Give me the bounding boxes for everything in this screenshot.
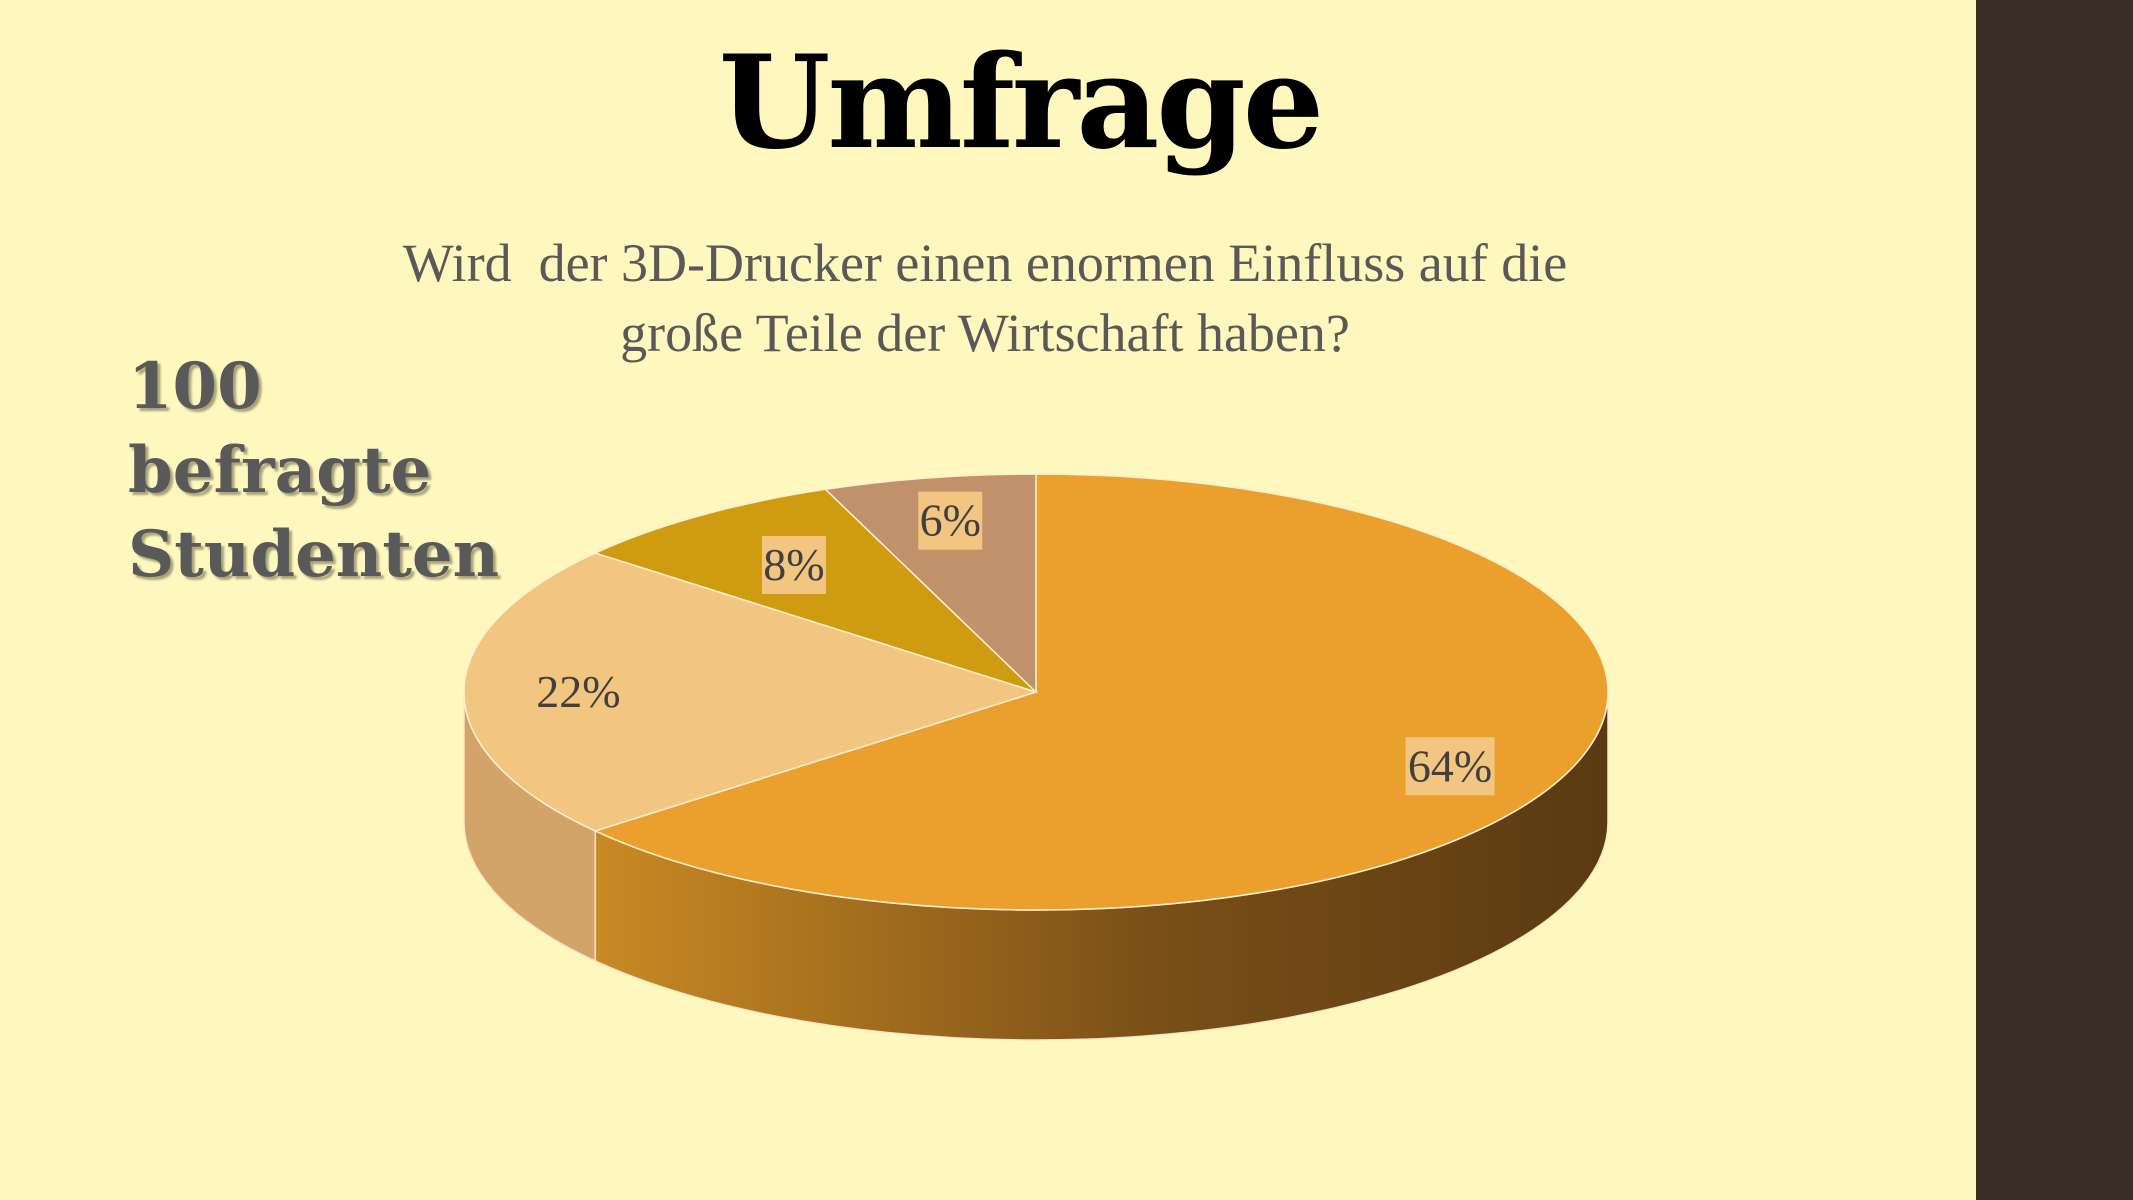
- pie-label-22pct: 22%: [536, 666, 620, 717]
- chart-question: Wird der 3D-Drucker einen enormen Einflu…: [250, 228, 1720, 368]
- respondents-line-3: Studenten: [128, 517, 500, 592]
- respondents-count: 100: [128, 349, 262, 424]
- pie-slice-64pct: [593, 473, 1609, 911]
- pie-slice-6pct: [823, 473, 1037, 694]
- pie-slices: [463, 473, 1609, 911]
- respondents-note: 100 befragte Studenten: [128, 345, 568, 597]
- pie-label-6pct: 6%: [918, 491, 983, 550]
- right-sidebar-band: [1976, 0, 2133, 1200]
- chart-question-line-1: Wird der 3D-Drucker einen enormen Einflu…: [402, 233, 1568, 293]
- slide-title: Umfrage: [718, 28, 1324, 178]
- respondents-line-2: befragte: [128, 433, 432, 508]
- pie-label-8pct: 8%: [761, 536, 826, 595]
- pie-label-text: 22%: [536, 666, 620, 717]
- chart-question-line-2: große Teile der Wirtschaft haben?: [620, 303, 1350, 363]
- pie-data-labels: 64% 22% 8% 6%: [536, 491, 1495, 796]
- pie-label-text: 6%: [920, 495, 981, 546]
- pie-label-64pct: 64%: [1405, 737, 1495, 796]
- pie-label-text: 8%: [763, 539, 824, 590]
- pie-slice-22pct: [463, 552, 1039, 832]
- pie-label-text: 64%: [1408, 740, 1492, 791]
